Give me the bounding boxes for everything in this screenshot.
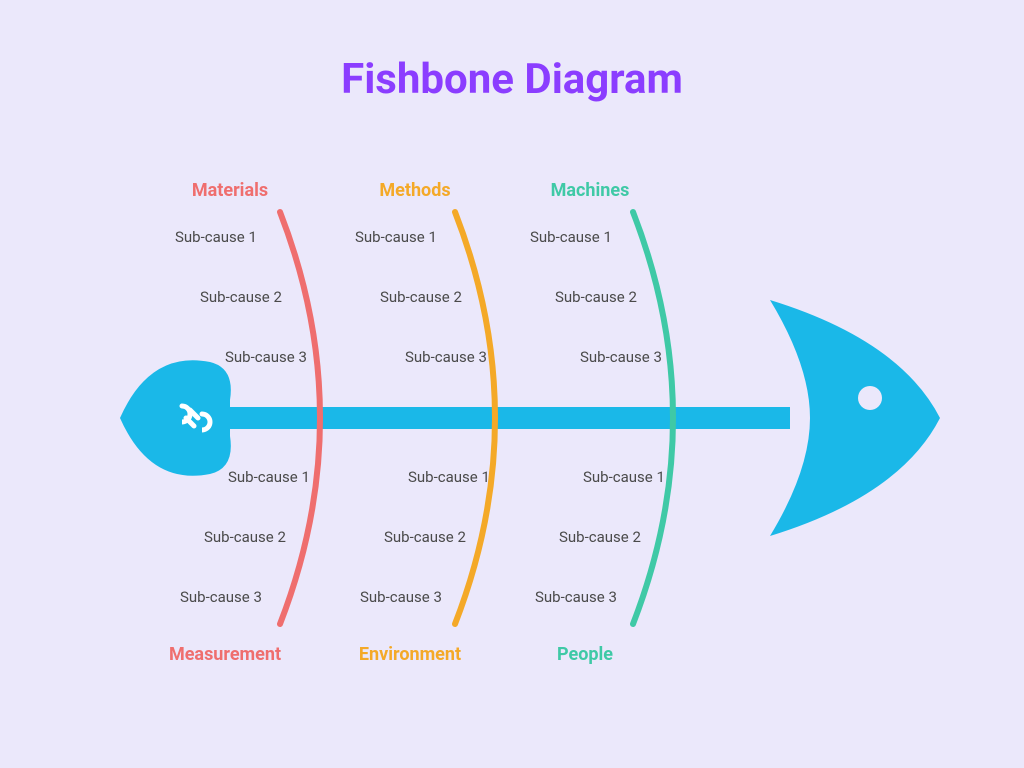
subcause-label: Sub-cause 1 (175, 228, 257, 246)
subcause-label: Sub-cause 3 (405, 348, 487, 366)
subcause-label: Sub-cause 1 (583, 468, 665, 486)
subcause-label: Sub-cause 3 (225, 348, 307, 366)
subcause-label: Sub-cause 2 (559, 528, 641, 546)
subcause-label: Sub-cause 3 (580, 348, 662, 366)
fish-tail (120, 360, 231, 476)
subcause-label: Sub-cause 2 (380, 288, 462, 306)
fish-spine (220, 407, 790, 429)
fish-head (770, 300, 940, 536)
category-people: People (505, 644, 665, 665)
subcause-label: Sub-cause 2 (555, 288, 637, 306)
subcause-label: Sub-cause 3 (360, 588, 442, 606)
category-methods: Methods (335, 180, 495, 201)
category-machines: Machines (510, 180, 670, 201)
subcause-label: Sub-cause 1 (530, 228, 612, 246)
category-measurement: Measurement (145, 644, 305, 665)
fish-eye (858, 386, 882, 410)
subcause-label: Sub-cause 1 (408, 468, 490, 486)
subcause-label: Sub-cause 3 (535, 588, 617, 606)
subcause-label: Sub-cause 2 (200, 288, 282, 306)
subcause-label: Sub-cause 1 (355, 228, 437, 246)
subcause-label: Sub-cause 2 (204, 528, 286, 546)
subcause-label: Sub-cause 1 (228, 468, 310, 486)
subcause-label: Sub-cause 2 (384, 528, 466, 546)
subcause-label: Sub-cause 3 (180, 588, 262, 606)
category-environment: Environment (330, 644, 490, 665)
category-materials: Materials (150, 180, 310, 201)
